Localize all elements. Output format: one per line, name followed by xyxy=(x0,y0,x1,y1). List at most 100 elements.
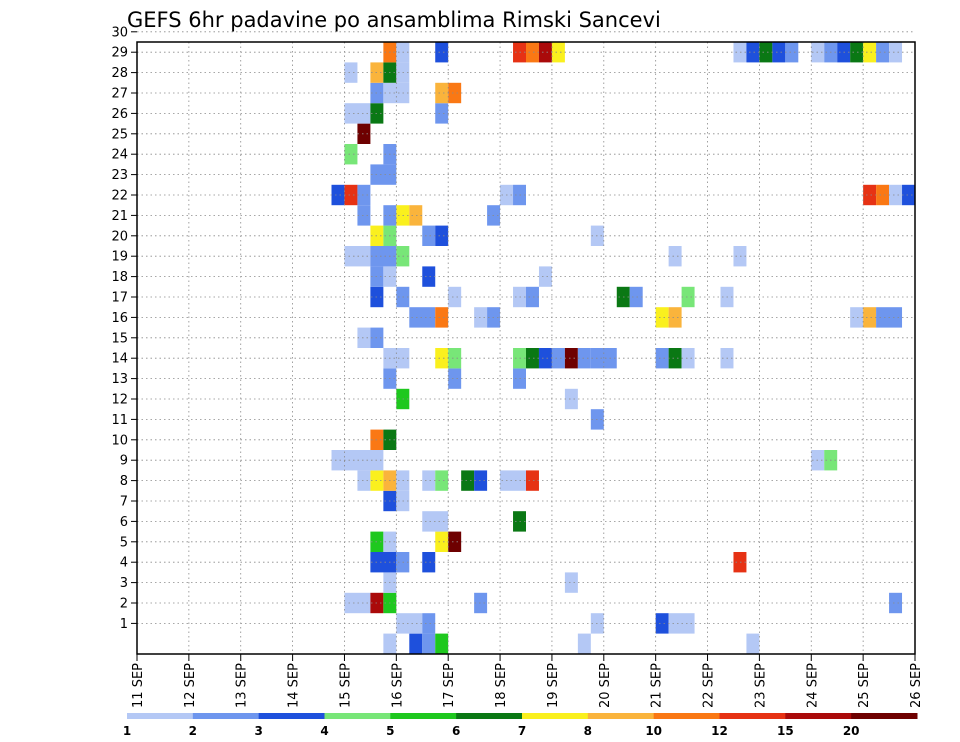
heatmap-cell xyxy=(889,42,903,63)
heatmap-cell xyxy=(435,307,449,328)
colorbar-swatch xyxy=(851,713,918,719)
heatmap-cell xyxy=(863,42,877,63)
grid-lines xyxy=(137,31,915,654)
y-tick-label: 2 xyxy=(120,597,128,612)
heatmap-cell xyxy=(655,307,669,328)
y-tick-label: 5 xyxy=(120,535,128,550)
heatmap-cell xyxy=(461,470,475,491)
heatmap-cell xyxy=(435,470,449,491)
y-tick-label: 6 xyxy=(120,515,128,530)
colorbar-swatch xyxy=(390,713,457,719)
colorbar-label: 4 xyxy=(320,724,328,738)
heatmap-cell xyxy=(409,307,436,328)
heatmap-cell xyxy=(733,246,747,267)
heatmap-cell xyxy=(331,184,345,206)
heatmap-cell xyxy=(344,144,358,165)
heatmap-cell xyxy=(435,225,449,246)
heatmap-cell xyxy=(902,184,915,206)
heatmap-cell xyxy=(526,42,539,63)
y-tick-label: 28 xyxy=(111,66,128,81)
y-tick-label: 14 xyxy=(111,352,128,367)
x-tick-label: 14 SEP xyxy=(287,663,302,708)
heatmap-cell xyxy=(422,470,436,491)
y-tick-label: 12 xyxy=(111,393,128,408)
colorbar-swatch xyxy=(127,713,194,719)
colorbar-label: 8 xyxy=(584,724,592,738)
x-tick-labels: 11 SEP 12 SEP 13 SEP 14 SEP 15 SEP 16 SEP 17 S… xyxy=(131,663,924,708)
colorbar-label: 12 xyxy=(711,724,728,738)
heatmap-cell xyxy=(889,184,903,206)
heatmap-cell xyxy=(357,470,371,491)
heatmap-cell xyxy=(668,348,682,369)
heatmap-cell xyxy=(564,388,578,410)
heatmap-cell xyxy=(655,613,669,634)
heatmap-cell xyxy=(876,184,890,206)
heatmap-cell xyxy=(422,225,436,246)
heatmap-cell xyxy=(370,246,397,267)
heatmap-cell xyxy=(396,613,423,634)
heatmap-cell xyxy=(435,531,449,552)
heatmap-cell xyxy=(357,205,371,226)
heatmap-cell xyxy=(759,42,773,63)
colorbar-label: 7 xyxy=(518,724,526,738)
heatmap-cell xyxy=(448,531,462,552)
y-tick-labels: 1234567891011121314151617181920212223242… xyxy=(111,25,128,632)
x-tick-label: 15 SEP xyxy=(338,663,353,708)
colorbar-swatch xyxy=(192,713,260,719)
heatmap-cell xyxy=(370,552,397,573)
x-tick-label: 21 SEP xyxy=(650,663,665,708)
y-tick-label: 8 xyxy=(120,474,128,489)
y-tick-label: 27 xyxy=(111,87,128,102)
heatmap-cell xyxy=(526,348,539,369)
colorbar-swatch xyxy=(522,713,589,719)
heatmap-cell xyxy=(357,184,371,206)
x-tick-label: 18 SEP xyxy=(494,663,509,708)
y-tick-label: 13 xyxy=(111,372,128,387)
heatmap-cell xyxy=(889,592,903,614)
heatmap-cell xyxy=(850,42,864,63)
heatmap-cell xyxy=(422,613,436,634)
colorbar-swatch xyxy=(653,713,720,719)
plot-frame xyxy=(136,41,916,655)
colorbar-label: 20 xyxy=(843,724,860,738)
heatmap-cell xyxy=(357,327,371,348)
heatmap-cell xyxy=(746,42,760,63)
heatmap-cell xyxy=(448,348,462,369)
y-tick-label: 29 xyxy=(111,46,128,61)
x-tick-label: 19 SEP xyxy=(546,663,561,708)
x-tick-label: 24 SEP xyxy=(805,663,820,708)
heatmap-cell xyxy=(733,552,747,573)
heatmap-cell xyxy=(422,633,436,654)
heatmap-cell xyxy=(409,633,423,654)
y-tick-label: 20 xyxy=(111,229,128,244)
heatmap-cell xyxy=(344,592,371,614)
colorbar-swatch xyxy=(258,713,325,719)
heatmap-cell xyxy=(526,286,539,308)
heatmap-cell xyxy=(655,348,669,369)
y-tick-label: 24 xyxy=(111,148,128,163)
heatmap-cells xyxy=(331,42,915,654)
colorbar-label: 2 xyxy=(189,724,197,738)
heatmap-cell xyxy=(681,348,695,369)
heatmap-cell xyxy=(876,42,890,63)
y-tick-label: 10 xyxy=(111,433,128,448)
colorbar-label: 1 xyxy=(123,724,131,738)
y-tick-label: 15 xyxy=(111,331,128,346)
heatmap-cell xyxy=(564,572,578,593)
colorbar-label: 15 xyxy=(777,724,794,738)
heatmap-cell xyxy=(668,307,682,328)
heatmap-cell xyxy=(435,633,449,654)
heatmap-cell xyxy=(629,286,643,308)
y-tick-label: 9 xyxy=(120,454,128,469)
x-tick-label: 25 SEP xyxy=(857,663,872,708)
heatmap-cell xyxy=(564,348,578,369)
heatmap-cell xyxy=(577,633,591,654)
heatmap-cell xyxy=(357,123,371,144)
y-tick-label: 17 xyxy=(111,291,128,306)
heatmap-cell xyxy=(435,103,449,124)
heatmap-cell xyxy=(474,307,488,328)
heatmap-cell xyxy=(409,205,423,226)
heatmap-cell xyxy=(422,266,436,287)
x-tick-label: 22 SEP xyxy=(702,663,717,708)
